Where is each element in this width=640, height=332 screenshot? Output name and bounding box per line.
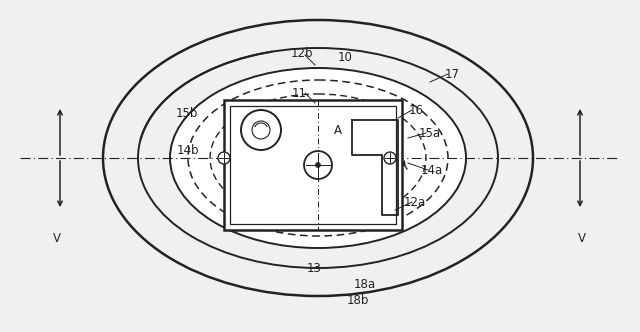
Circle shape — [304, 151, 332, 179]
Text: 12a: 12a — [404, 196, 426, 208]
Text: V: V — [578, 231, 586, 244]
Text: 13: 13 — [307, 262, 321, 275]
Text: 18a: 18a — [354, 278, 376, 290]
Text: 15a: 15a — [419, 126, 441, 139]
Text: 18b: 18b — [347, 293, 369, 306]
Text: 14a: 14a — [421, 163, 443, 177]
Circle shape — [218, 152, 230, 164]
Text: 10: 10 — [337, 50, 353, 63]
Text: 17: 17 — [445, 67, 460, 80]
Circle shape — [384, 152, 396, 164]
Text: 16: 16 — [408, 104, 424, 117]
Text: A: A — [334, 124, 342, 136]
Text: 12b: 12b — [291, 46, 313, 59]
Text: 11: 11 — [291, 87, 307, 100]
Bar — [224, 100, 402, 230]
Circle shape — [241, 110, 281, 150]
Text: 15b: 15b — [176, 107, 198, 120]
Text: 14b: 14b — [177, 143, 199, 156]
Text: V: V — [53, 231, 61, 244]
Bar — [230, 106, 396, 224]
Circle shape — [316, 162, 321, 168]
Ellipse shape — [170, 68, 466, 248]
